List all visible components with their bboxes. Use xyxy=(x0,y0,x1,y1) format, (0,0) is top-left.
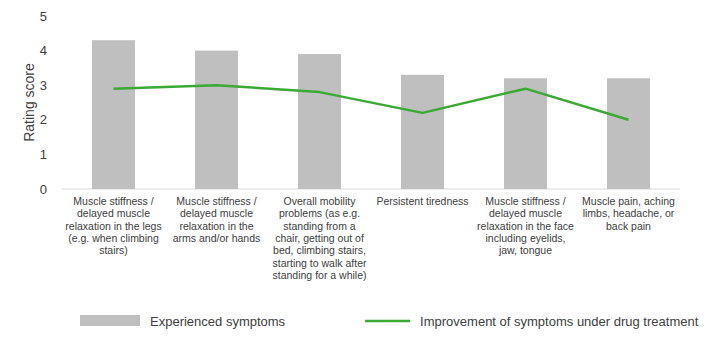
x-tick-label: Muscle stiffness /delayed musclerelaxati… xyxy=(477,195,574,256)
y-tick-label: 0 xyxy=(40,182,47,197)
bar xyxy=(607,78,650,189)
bar xyxy=(401,75,444,189)
tick-mark xyxy=(58,119,61,120)
legend-label: Improvement of symptoms under drug treat… xyxy=(420,314,699,329)
legend-label: Experienced symptoms xyxy=(150,314,286,329)
marks xyxy=(92,40,650,189)
y-tick-label: 1 xyxy=(40,147,47,162)
tick-mark xyxy=(58,154,61,155)
bar xyxy=(504,78,547,189)
x-tick-label: Muscle stiffness /delayed musclerelaxati… xyxy=(65,195,161,256)
line xyxy=(114,85,629,120)
bar xyxy=(298,54,341,189)
x-tick-label: Overall mobilityproblems (as e.g.standin… xyxy=(273,195,367,281)
chart: 0 1 2 3 4 5 Rating score Muscle stiffness /dela… xyxy=(0,0,719,341)
tick-mark xyxy=(58,50,61,51)
tick-mark xyxy=(58,189,61,190)
y-tick-label: 2 xyxy=(40,112,47,127)
y-tick-label: 3 xyxy=(40,78,47,93)
y-tick-label: 5 xyxy=(40,9,47,24)
legend-swatch xyxy=(80,315,140,326)
x-tick-label: Persistent tiredness xyxy=(376,195,468,207)
y-axis-label: Rating score xyxy=(21,63,37,142)
bar xyxy=(195,51,238,189)
x-tick-label: Muscle pain, achinglimbs, headache, orba… xyxy=(582,195,675,232)
x-tick-label: Muscle stiffness /delayed musclerelaxati… xyxy=(173,195,261,244)
y-tick-label: 4 xyxy=(40,43,47,58)
bar xyxy=(92,40,135,189)
tick-mark xyxy=(58,85,61,86)
legend-swatch xyxy=(365,320,410,323)
tick-mark xyxy=(58,16,61,17)
x-axis-line xyxy=(62,189,680,190)
